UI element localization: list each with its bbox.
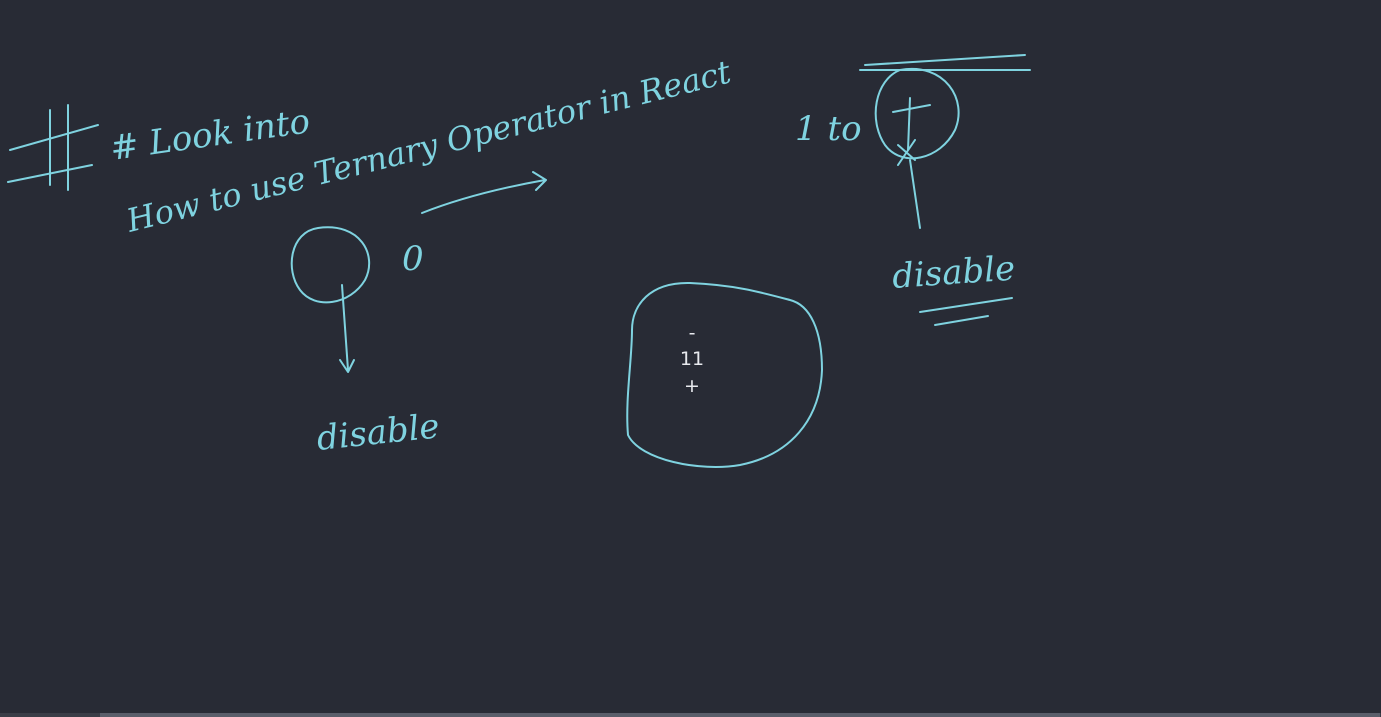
top-right-note: 1 to xyxy=(795,109,862,149)
stroke-heading-underline xyxy=(859,54,1031,71)
zero-note: 0 xyxy=(402,239,424,279)
disable-right-note: disable xyxy=(891,248,1017,296)
stroke-minus-circle xyxy=(290,226,371,304)
stroke-arrow-down-left xyxy=(339,284,355,373)
heading-text: # Look into xyxy=(108,101,313,169)
stroke-arrow-right xyxy=(421,171,547,214)
decrement-button[interactable]: - xyxy=(688,322,696,344)
count-value: 11 xyxy=(679,348,705,370)
horizontal-scrollbar[interactable] xyxy=(0,713,1381,717)
disable-left-note: disable xyxy=(315,406,442,459)
stroke-counter-circle xyxy=(626,281,823,468)
stroke-arrow-down-right xyxy=(909,159,921,229)
increment-button[interactable]: + xyxy=(684,375,700,397)
stroke-hash xyxy=(7,104,99,191)
scrollbar-thumb[interactable] xyxy=(100,713,1380,717)
stroke-plus-sign xyxy=(892,97,931,166)
stroke-right-underline xyxy=(919,297,1013,326)
stroke-plus-circle xyxy=(874,67,960,160)
